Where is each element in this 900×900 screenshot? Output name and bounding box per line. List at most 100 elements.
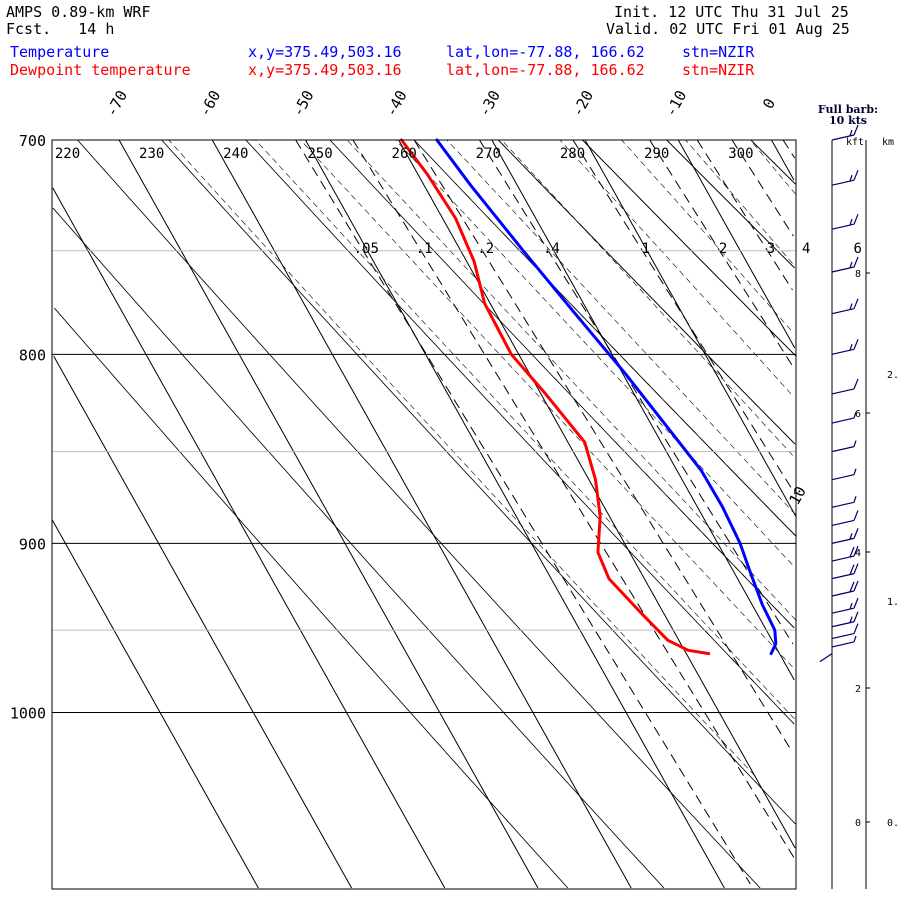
- wind-barb: [831, 298, 859, 315]
- dry-adiabat-line: [245, 139, 795, 725]
- wind-barb-staff: [831, 417, 855, 424]
- wind-barb-staff: [831, 501, 855, 508]
- mixing-ratio-lines: [295, 139, 796, 885]
- dry-adiabat-label: 270: [476, 146, 501, 162]
- dewpoint-xy: x,y=375.49,503.16: [248, 61, 402, 79]
- wind-barb-staff: [831, 179, 855, 186]
- barb-legend-line1: Full barb:: [817, 103, 879, 116]
- wind-barb-flag: [849, 581, 855, 593]
- wind-barb: [831, 528, 859, 544]
- wind-barb: [831, 611, 859, 628]
- moist-adiabat-line: [300, 139, 793, 668]
- mixing-ratio-label: 4: [802, 241, 810, 257]
- dry-adiabat-label: 300: [728, 146, 753, 162]
- dewpoint-latlon: lat,lon=-77.88, 166.62: [446, 61, 645, 79]
- mixing-ratio-label: .05: [354, 241, 379, 257]
- dry-adiabat-label: 280: [560, 146, 585, 162]
- wind-barb-flag: [853, 545, 859, 557]
- legend-dewpoint: Dewpoint temperature: [10, 61, 191, 79]
- wind-barb-half-flag: [849, 303, 853, 310]
- wind-barb-half-flag: [853, 496, 857, 503]
- wind-barb: [831, 635, 857, 648]
- dry-adiabat-line: [53, 307, 569, 889]
- dry-adiabat-line: [161, 139, 796, 825]
- wind-barb-flag: [853, 339, 859, 350]
- wind-barb-flag: [849, 564, 855, 575]
- moist-adiabat-line: [255, 139, 795, 720]
- init-time: Init. 12 UTC Thu 31 Jul 25: [614, 3, 849, 21]
- pressure-tick-label: 1000: [10, 704, 46, 722]
- wind-barb-flag: [853, 256, 859, 268]
- wind-barb-staff: [831, 632, 855, 640]
- kft-tick-label: 8: [855, 269, 861, 280]
- dry-adiabat-line: [52, 207, 665, 889]
- moist-adiabat-line: [168, 139, 755, 776]
- moist-adiabat-line: [750, 139, 796, 195]
- wind-barb-flag: [853, 611, 859, 622]
- wind-barb-staff: [819, 653, 833, 663]
- wind-barb: [831, 124, 859, 141]
- moist-adiabat-line: [621, 139, 792, 331]
- wind-barb-staff: [831, 266, 855, 273]
- mixing-ratio-line: [295, 139, 751, 885]
- wind-barb-flag: [853, 528, 859, 539]
- wind-barb: [831, 597, 859, 614]
- kft-axis-title: kft: [846, 137, 864, 148]
- wind-barb-half-flag: [853, 411, 857, 419]
- mixing-ratio-line: [413, 139, 793, 753]
- mixing-ratio-label: 2: [719, 241, 727, 257]
- temperature-latlon: lat,lon=-77.88, 166.62: [446, 43, 645, 61]
- forecast-hour: Fcst. 14 h: [6, 20, 115, 38]
- height-axis: kft km 0 2 4 6 8 0. 1. 2.: [846, 137, 899, 889]
- wind-barb-flag: [853, 124, 859, 136]
- isotherm-label: -10: [661, 87, 690, 119]
- wind-barb-half-flag: [849, 616, 853, 623]
- isotherm-line: [491, 139, 795, 681]
- wind-barb-half-flag: [849, 129, 853, 137]
- mixing-ratio-label: .1: [416, 241, 433, 257]
- wind-barb-half-flag: [853, 468, 857, 475]
- wind-barb: [831, 256, 859, 273]
- wind-barb: [831, 411, 857, 424]
- isotherm-line: [52, 187, 446, 889]
- wind-barb-staff: [831, 446, 855, 453]
- mixing-ratio-line: [782, 139, 796, 159]
- dry-adiabat-label: 240: [223, 146, 248, 162]
- isotherm-line: [305, 139, 725, 889]
- wind-barb-half-flag: [853, 635, 857, 643]
- dry-adiabat-line: [413, 139, 797, 537]
- dry-adiabat-line: [750, 139, 796, 185]
- plot-frame: [51, 139, 797, 890]
- wind-barb-staff: [831, 223, 855, 230]
- wind-barb: [831, 468, 857, 481]
- wind-barb-staff: [831, 537, 855, 544]
- isotherm-label: -60: [195, 87, 224, 119]
- wind-barb-staff: [831, 641, 855, 648]
- km-tick-label: 2.: [887, 370, 899, 381]
- pressure-tick-label: 900: [19, 535, 46, 553]
- temperature-station: stn=NZIR: [682, 43, 755, 61]
- dry-adiabat-line: [329, 139, 795, 629]
- wind-barb: [831, 545, 859, 562]
- dry-adiabat-lines: [52, 139, 797, 889]
- moist-adiabat-line: [446, 139, 796, 515]
- wind-barb-flag: [853, 563, 859, 574]
- dewpoint-profile: [400, 138, 711, 656]
- mixing-ratio-line: [479, 139, 794, 645]
- mixing-ratio-label: 3: [767, 241, 775, 257]
- mixing-ratio-line: [649, 139, 795, 369]
- dry-adiabat-label: 250: [307, 146, 332, 162]
- kft-tick-label: 2: [855, 684, 861, 695]
- wind-barb: [831, 378, 859, 395]
- pressure-lines: [52, 139, 796, 713]
- wind-barb-flag: [853, 169, 859, 181]
- km-axis-title: km: [882, 137, 894, 148]
- model-title: AMPS 0.89-km WRF: [6, 3, 151, 21]
- sounding-series: [400, 138, 778, 656]
- wind-barb: [831, 339, 859, 355]
- wind-barb-flag: [853, 623, 859, 634]
- valid-time: Valid. 02 UTC Fri 01 Aug 25: [606, 20, 850, 38]
- dry-adiabat-line: [77, 139, 761, 889]
- pressure-tick-label: 800: [19, 346, 46, 364]
